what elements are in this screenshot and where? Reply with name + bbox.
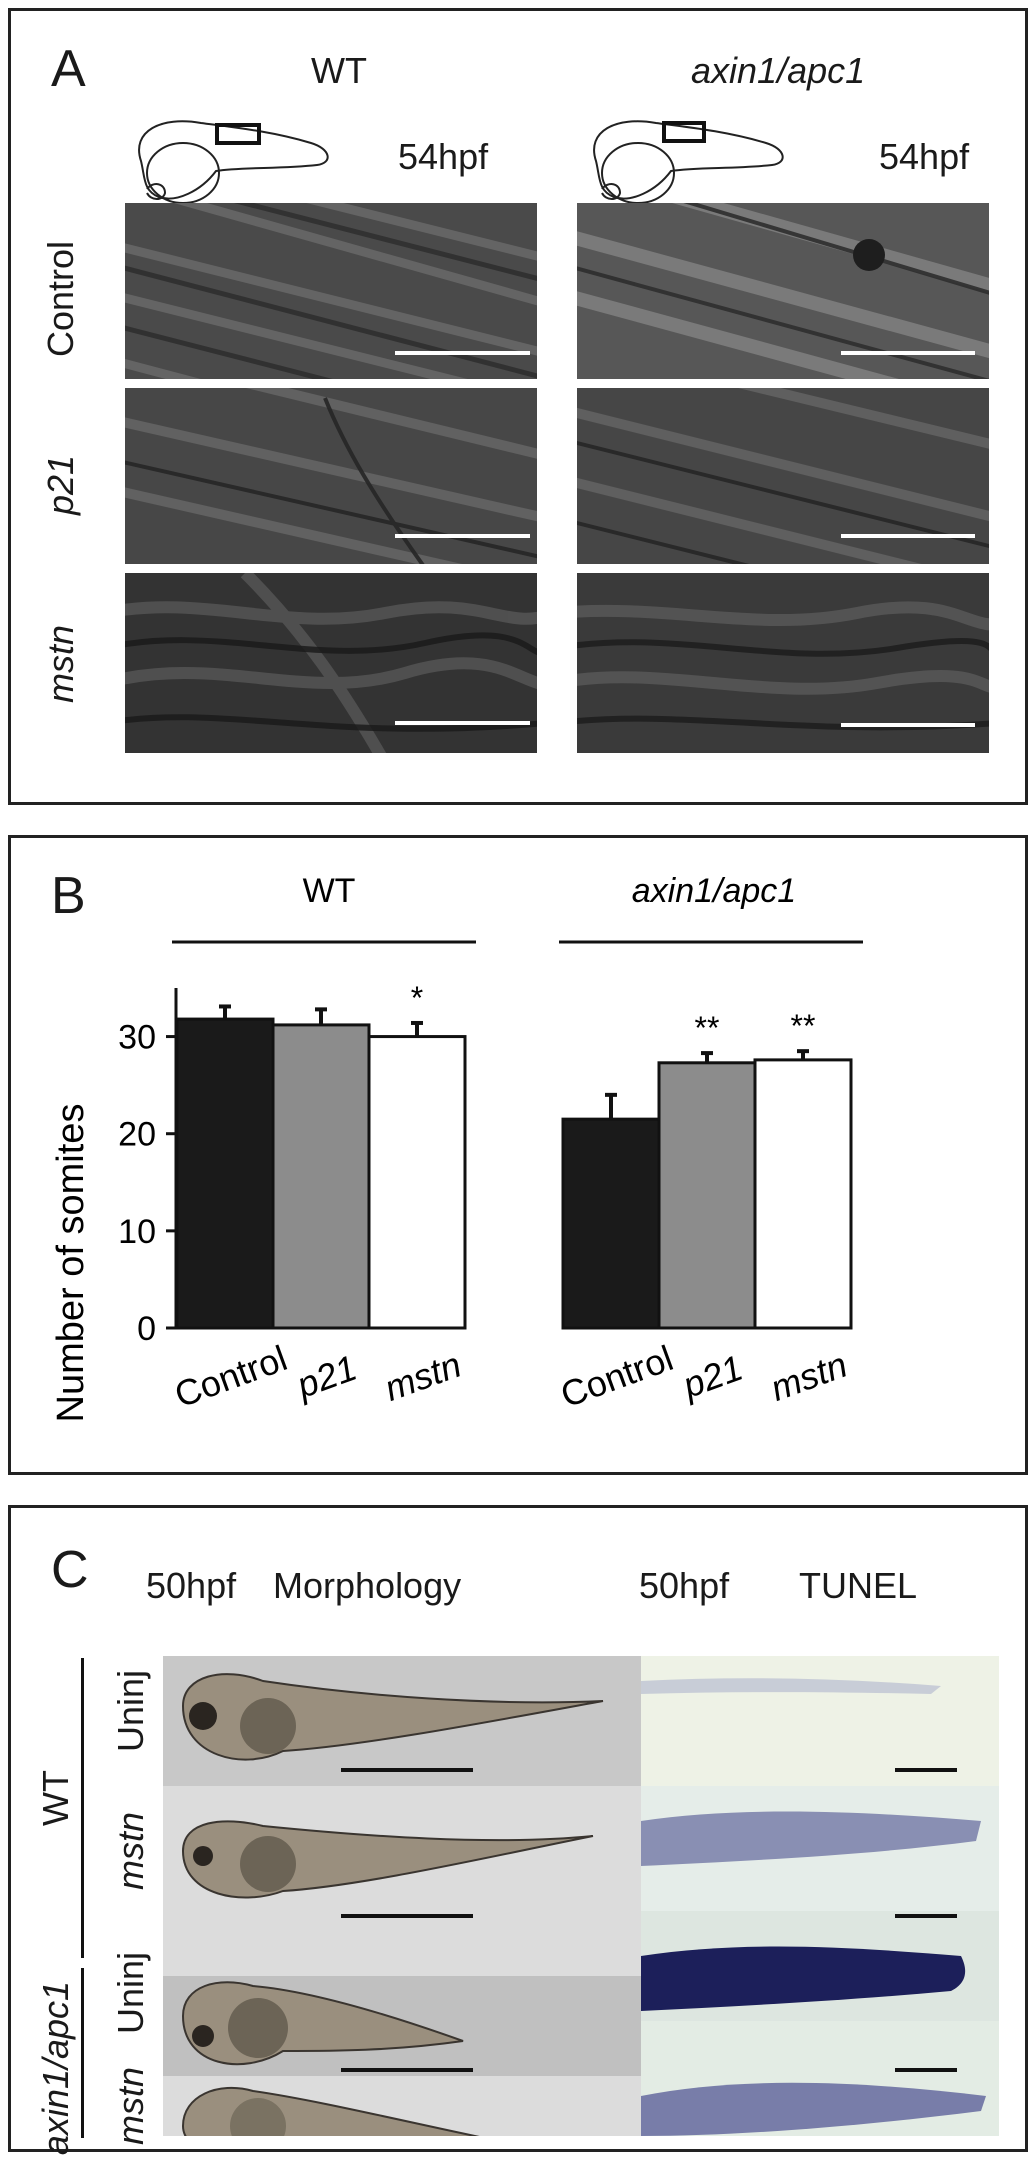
significance-marker: *: [411, 980, 423, 1016]
embryo-shape: [181, 1673, 604, 2136]
bar-control: [175, 1017, 275, 1330]
row-label-mstn: mstn: [40, 625, 81, 704]
row-label-p21: p21: [40, 454, 81, 516]
panel-c-letter: C: [51, 1541, 89, 1599]
row-label-uninj: Uninj: [110, 1951, 151, 2035]
panel-a-letter: A: [51, 40, 86, 98]
col-stage-axin: 54hpf: [879, 136, 970, 177]
tunel-image: [641, 1656, 999, 2136]
bar-control: [561, 1117, 661, 1330]
bar-mstn: [753, 1058, 853, 1330]
tunel-stain: [641, 2082, 986, 2136]
header-tunel-stage: 50hpf: [639, 1565, 730, 1606]
panel-b-letter: B: [51, 867, 86, 925]
panel-c: C 50hpf Morphology 50hpf TUNEL WT axin1/…: [8, 1505, 1028, 2155]
embryo-schematic-icon: [138, 120, 329, 204]
x-tick-label: mstn: [379, 1344, 466, 1409]
scale-bar: [841, 723, 975, 727]
bar-p21: [657, 1061, 757, 1330]
scale-bar: [341, 1768, 473, 1772]
tunel-stain: [641, 1811, 981, 1866]
x-tick-label: mstn: [765, 1344, 852, 1409]
embryo-schematic-icon: [593, 120, 784, 204]
somite-bar-chart: WT axin1/apc1 Number of somites 0102030 …: [50, 872, 863, 1423]
row-label-mstn: mstn: [110, 2067, 151, 2146]
scale-bar: [841, 351, 975, 355]
x-tick-label: p21: [291, 1347, 362, 1406]
micrograph-wt-mstn: [125, 573, 537, 753]
col-stage-wt: 54hpf: [398, 136, 489, 177]
panel-b: B WT axin1/apc1 Number of somites 0 10 20 3…: [8, 835, 1028, 1475]
col-label-wt: WT: [311, 50, 367, 91]
significance-marker: **: [695, 1010, 720, 1046]
micrograph-axin-mstn: [577, 573, 989, 753]
scale-bar: [895, 1914, 957, 1918]
group-label-axin: axin1/apc1: [632, 872, 796, 910]
micrograph-wt-p21: [125, 388, 537, 564]
scale-bar: [895, 1768, 957, 1772]
scale-bar: [395, 721, 530, 725]
row-label-uninj: Uninj: [110, 1669, 151, 1753]
tunel-stain: [641, 1678, 941, 1694]
y-tick-label: 10: [118, 1213, 156, 1251]
genotype-bracket: [81, 1968, 84, 2138]
row-label-control: Control: [40, 240, 81, 358]
y-axis-label: Number of somites: [50, 1104, 92, 1423]
scale-bar: [395, 534, 530, 538]
significance-marker: **: [791, 1008, 816, 1044]
scale-bar: [341, 2068, 473, 2072]
group-label-wt: WT: [303, 872, 356, 910]
tunel-stain: [641, 1946, 966, 2011]
bar-p21: [271, 1023, 371, 1330]
genotype-label-wt: WT: [35, 1770, 76, 1826]
scale-bar: [341, 1914, 473, 1918]
panel-a: A WT axin1/apc1 54hpf 54hpf Control p21 …: [8, 8, 1028, 805]
scale-bar: [895, 2068, 957, 2072]
genotype-label-axin: axin1/apc1: [35, 1980, 76, 2156]
header-tunel-title: TUNEL: [799, 1565, 918, 1606]
x-tick-label: p21: [677, 1347, 748, 1406]
y-tick-label: 0: [137, 1310, 156, 1348]
x-tick-label: Control: [555, 1337, 678, 1415]
genotype-bracket: [81, 1658, 84, 1958]
scale-bar: [841, 534, 975, 538]
micrograph-wt-control: [125, 203, 537, 379]
morphology-image: [163, 1656, 641, 2136]
micrograph-axin-control: [577, 203, 989, 379]
col-label-axin: axin1/apc1: [691, 50, 866, 91]
scale-bar: [395, 351, 530, 355]
row-label-mstn: mstn: [110, 1812, 151, 1891]
y-tick-label: 20: [118, 1116, 156, 1154]
micrograph-axin-p21: [577, 388, 989, 564]
y-tick-label: 30: [118, 1019, 156, 1057]
header-morph-title: Morphology: [273, 1565, 462, 1606]
bar-mstn: [367, 1035, 467, 1330]
header-morph-stage: 50hpf: [146, 1565, 237, 1606]
x-tick-label: Control: [169, 1337, 292, 1415]
